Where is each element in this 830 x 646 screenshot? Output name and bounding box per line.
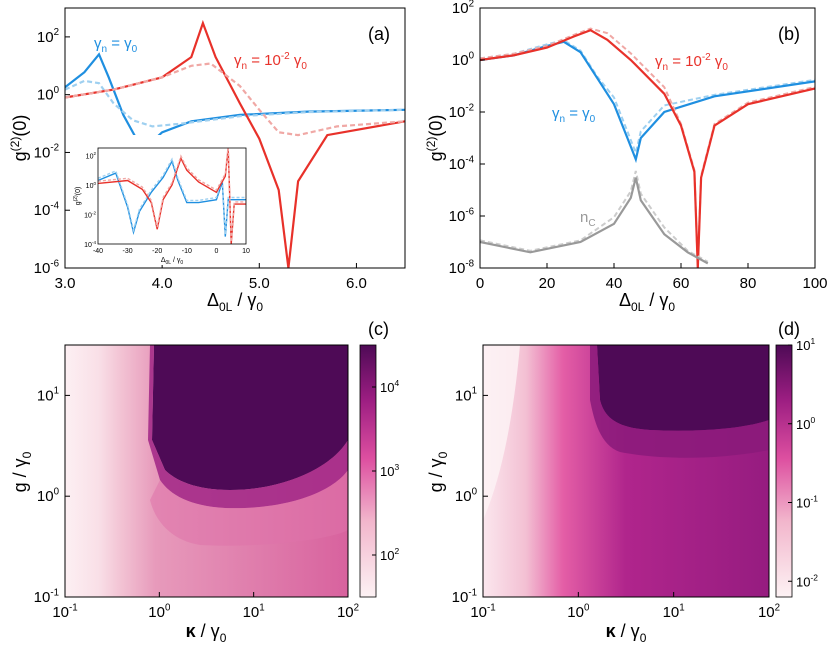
x-axis-label-d: κ / γ0 (606, 621, 647, 645)
series-b-2 (480, 177, 709, 265)
colorbar-tick-label: 101 (796, 336, 815, 353)
inset-x-tick-label: -10 (182, 248, 192, 255)
x-tick-label-b: 40 (606, 275, 623, 292)
series-a-3 (65, 62, 405, 137)
x-tick-label-b: 80 (740, 275, 757, 292)
panel-a-frame (64, 7, 406, 269)
y-tick-label-b: 10-2 (449, 102, 474, 121)
panel-d-label: (d) (778, 319, 800, 339)
colorbar-tick-label: 10-2 (796, 572, 818, 589)
panel-c-label: (c) (368, 319, 389, 339)
x-tick-label-b: 0 (476, 275, 484, 292)
y-tick-label-b: 100 (452, 50, 475, 69)
y-tick-label: 100 (37, 486, 60, 505)
series-b-dashed-2 (480, 170, 709, 263)
inset-series-1 (98, 157, 246, 235)
x-tick-label-b: 100 (802, 275, 827, 292)
inset-y-tick-label: 100 (86, 181, 97, 190)
x-axis-label-c: κ / γ0 (186, 621, 227, 645)
inset-x-tick-label: 10 (242, 248, 250, 255)
svg-text:γn = 10-2 γ0: γn = 10-2 γ0 (234, 51, 307, 72)
colorbar-tick-label: 100 (796, 415, 815, 432)
annotation-b-gamma-equal: γn = γ0 (552, 105, 596, 125)
x-tick-label-b: 20 (539, 275, 556, 292)
colorbar-tick-label: 102 (380, 546, 399, 563)
svg-text:γn = γ0: γn = γ0 (94, 35, 138, 55)
x-tick-label-b: 60 (673, 275, 690, 292)
inset-x-tick-label: -20 (152, 248, 162, 255)
series-b-dashed-0 (480, 39, 815, 157)
x-tick-label-a: 4.0 (152, 275, 173, 292)
x-tick-label: 102 (758, 602, 780, 621)
inset-y-label: g(2)(0) (73, 187, 82, 206)
colorbar-tick-label: 104 (380, 378, 399, 395)
x-tick-label: 10-1 (52, 602, 77, 621)
y-tick-label-b: 10-8 (449, 258, 474, 277)
inset-x-tick-label: 0 (214, 248, 218, 255)
y-axis-label-d: g / γ0 (426, 451, 450, 492)
colorbar-tick-label: 10-1 (796, 494, 818, 511)
series-b-1 (480, 28, 815, 268)
annotation-gamma-n-equal: γn = γ0 (94, 35, 138, 55)
x-tick-label-a: 5.0 (249, 275, 270, 292)
y-tick-label-b: 10-6 (449, 206, 474, 225)
inset-y-tick-label: 102 (86, 151, 97, 160)
colorbar-tick-label: 103 (380, 462, 399, 479)
inset-y-tick-label: 10-2 (84, 210, 96, 219)
y-tick-label: 101 (455, 386, 477, 405)
inset-y-tick-label: 10-4 (84, 240, 96, 249)
annotation-gamma-n-small: γn = 10-2 γ0 (234, 51, 307, 72)
inset-series-2 (98, 148, 246, 244)
y-tick-label-a: 102 (37, 27, 59, 46)
annotation-nc: nC (580, 209, 596, 229)
panel-b: 0 20 40 60 80 100 10-8 10-6 10-4 10-2 100 102 (b) γ… (424, 0, 828, 314)
inset-plot: -40 -30 -20 -10 0 10 10-4 10-2 100 102 g(2)(0) Δ0… (72, 135, 254, 266)
panel-a-label: (a) (368, 24, 390, 44)
svg-text:γn = 10-2 γ0: γn = 10-2 γ0 (655, 52, 728, 73)
x-tick-label: 101 (663, 602, 685, 621)
panel-d: (d) 10-1 100 101 10210-110010110-210-110010… (426, 319, 818, 645)
heatmap-c (65, 345, 348, 597)
series-b-dashed-1 (480, 27, 815, 267)
inset-series-0 (98, 159, 246, 237)
y-axis-label-b: g(2)(0) (424, 115, 446, 162)
y-tick-label-a: 10-2 (34, 143, 59, 162)
colorbar-d (775, 344, 793, 598)
heatmap-d-frame (482, 344, 770, 598)
inset-x-tick-label: -30 (123, 248, 133, 255)
heatmap-c-frame (64, 344, 349, 598)
y-axis-label-a: g(2)(0) (8, 115, 30, 162)
x-tick-label: 10-1 (470, 602, 495, 621)
x-tick-label: 100 (148, 602, 171, 621)
series-a-1 (65, 79, 405, 128)
annotation-b-gamma-small: γn = 10-2 γ0 (655, 52, 728, 73)
panel-b-frame (479, 7, 816, 269)
y-tick-label: 101 (37, 386, 59, 405)
panel-b-label: (b) (778, 24, 800, 44)
y-tick-label: 100 (455, 486, 478, 505)
x-tick-label: 101 (243, 602, 265, 621)
x-tick-label-a: 3.0 (55, 275, 76, 292)
y-tick-label-b: 102 (452, 0, 474, 17)
svg-text:γn = γ0: γn = γ0 (552, 105, 596, 125)
y-tick-label-b: 10-4 (449, 154, 475, 173)
x-axis-label-b: Δ0L / γ0 (619, 290, 675, 314)
x-tick-label: 102 (337, 602, 359, 621)
inset-x-tick-label: -40 (93, 248, 103, 255)
inset-x-label: Δ0L / γ0 (161, 257, 184, 266)
y-tick-label-a: 100 (37, 85, 60, 104)
y-tick-label-a: 10-4 (34, 200, 60, 219)
y-axis-label-c: g / γ0 (10, 451, 34, 492)
x-tick-label-a: 6.0 (346, 275, 367, 292)
inset-series-3 (98, 148, 246, 242)
heatmap-d (483, 345, 769, 597)
x-tick-label: 100 (567, 602, 590, 621)
x-axis-label-a: Δ0L / γ0 (207, 290, 263, 314)
